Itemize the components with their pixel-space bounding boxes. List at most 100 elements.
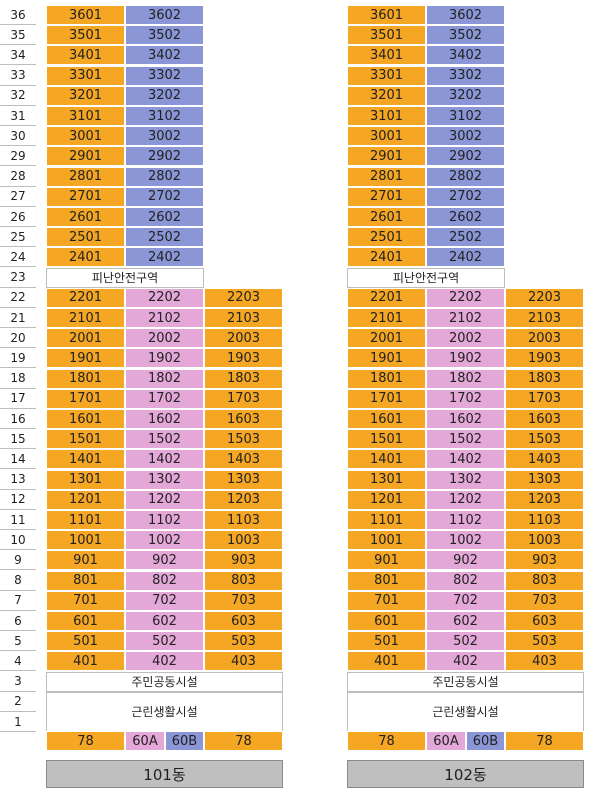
unit-1701[interactable]: 1701 <box>46 388 125 409</box>
unit-702[interactable]: 702 <box>426 590 505 611</box>
unit-2702[interactable]: 2702 <box>426 186 505 207</box>
unit-2501[interactable]: 2501 <box>347 227 426 248</box>
unit-602[interactable]: 602 <box>426 611 505 631</box>
unit-403[interactable]: 403 <box>204 651 283 672</box>
unit-1203[interactable]: 1203 <box>204 489 283 510</box>
unit-3602[interactable]: 3602 <box>125 5 204 25</box>
unit-1901[interactable]: 1901 <box>46 348 125 369</box>
unit-1502[interactable]: 1502 <box>125 429 204 450</box>
unit-1303[interactable]: 1303 <box>204 469 283 490</box>
unit-2601[interactable]: 2601 <box>347 207 426 227</box>
unit-1802[interactable]: 1802 <box>125 368 204 389</box>
unit-1901[interactable]: 1901 <box>347 348 426 369</box>
unit-3302[interactable]: 3302 <box>125 65 204 86</box>
unit-502[interactable]: 502 <box>426 631 505 652</box>
unit-2201[interactable]: 2201 <box>46 287 125 308</box>
unit-1702[interactable]: 1702 <box>125 388 204 409</box>
unit-1001[interactable]: 1001 <box>347 530 426 551</box>
unit-2901[interactable]: 2901 <box>347 146 426 167</box>
unit-2602[interactable]: 2602 <box>426 207 505 227</box>
unit-601[interactable]: 601 <box>46 611 125 631</box>
unit-1303[interactable]: 1303 <box>505 469 584 490</box>
unit-1902[interactable]: 1902 <box>426 348 505 369</box>
unit-3302[interactable]: 3302 <box>426 65 505 86</box>
unit-2001[interactable]: 2001 <box>347 328 426 349</box>
unit-1302[interactable]: 1302 <box>125 469 204 490</box>
unit-801[interactable]: 801 <box>46 570 125 591</box>
unit-2002[interactable]: 2002 <box>125 328 204 349</box>
unit-1803[interactable]: 1803 <box>204 368 283 389</box>
unit-3501[interactable]: 3501 <box>347 25 426 46</box>
unit-2601[interactable]: 2601 <box>46 207 125 227</box>
unit-903[interactable]: 903 <box>505 550 584 571</box>
unit-2101[interactable]: 2101 <box>46 308 125 328</box>
unit-2103[interactable]: 2103 <box>204 308 283 328</box>
unit-2001[interactable]: 2001 <box>46 328 125 349</box>
unit-501[interactable]: 501 <box>46 631 125 652</box>
unit-1301[interactable]: 1301 <box>347 469 426 490</box>
unit-2501[interactable]: 2501 <box>46 227 125 248</box>
unit-502[interactable]: 502 <box>125 631 204 652</box>
unit-1402[interactable]: 1402 <box>125 449 204 470</box>
unit-2002[interactable]: 2002 <box>426 328 505 349</box>
unit-2102[interactable]: 2102 <box>426 308 505 328</box>
unit-1201[interactable]: 1201 <box>347 489 426 510</box>
unit-2401[interactable]: 2401 <box>46 247 125 268</box>
unit-601[interactable]: 601 <box>347 611 426 631</box>
unit-901[interactable]: 901 <box>46 550 125 571</box>
unit-1403[interactable]: 1403 <box>204 449 283 470</box>
unit-1803[interactable]: 1803 <box>505 368 584 389</box>
unit-2602[interactable]: 2602 <box>125 207 204 227</box>
unit-3102[interactable]: 3102 <box>125 106 204 126</box>
unit-803[interactable]: 803 <box>505 570 584 591</box>
unit-1001[interactable]: 1001 <box>46 530 125 551</box>
unit-1302[interactable]: 1302 <box>426 469 505 490</box>
unit-2702[interactable]: 2702 <box>125 186 204 207</box>
unit-1902[interactable]: 1902 <box>125 348 204 369</box>
unit-1102[interactable]: 1102 <box>426 510 505 530</box>
unit-1601[interactable]: 1601 <box>46 409 125 429</box>
unit-1103[interactable]: 1103 <box>505 510 584 530</box>
unit-602[interactable]: 602 <box>125 611 204 631</box>
unit-1501[interactable]: 1501 <box>46 429 125 450</box>
unit-1503[interactable]: 1503 <box>204 429 283 450</box>
unit-3101[interactable]: 3101 <box>347 106 426 126</box>
unit-903[interactable]: 903 <box>204 550 283 571</box>
unit-1101[interactable]: 1101 <box>46 510 125 530</box>
unit-2802[interactable]: 2802 <box>426 166 505 187</box>
unit-2402[interactable]: 2402 <box>125 247 204 268</box>
unit-1603[interactable]: 1603 <box>204 409 283 429</box>
unit-1703[interactable]: 1703 <box>204 388 283 409</box>
unit-2203[interactable]: 2203 <box>505 287 584 308</box>
unit-703[interactable]: 703 <box>204 590 283 611</box>
unit-401[interactable]: 401 <box>347 651 426 672</box>
unit-703[interactable]: 703 <box>505 590 584 611</box>
unit-3401[interactable]: 3401 <box>46 45 125 66</box>
unit-603[interactable]: 603 <box>204 611 283 631</box>
unit-2003[interactable]: 2003 <box>505 328 584 349</box>
unit-701[interactable]: 701 <box>46 590 125 611</box>
unit-802[interactable]: 802 <box>125 570 204 591</box>
unit-803[interactable]: 803 <box>204 570 283 591</box>
unit-1701[interactable]: 1701 <box>347 388 426 409</box>
unit-701[interactable]: 701 <box>347 590 426 611</box>
unit-1301[interactable]: 1301 <box>46 469 125 490</box>
unit-1903[interactable]: 1903 <box>505 348 584 369</box>
unit-2202[interactable]: 2202 <box>125 287 204 308</box>
unit-3101[interactable]: 3101 <box>46 106 125 126</box>
unit-402[interactable]: 402 <box>125 651 204 672</box>
unit-503[interactable]: 503 <box>505 631 584 652</box>
unit-802[interactable]: 802 <box>426 570 505 591</box>
unit-2701[interactable]: 2701 <box>46 186 125 207</box>
unit-3002[interactable]: 3002 <box>426 126 505 147</box>
unit-1202[interactable]: 1202 <box>125 489 204 510</box>
unit-3602[interactable]: 3602 <box>426 5 505 25</box>
unit-501[interactable]: 501 <box>347 631 426 652</box>
unit-1501[interactable]: 1501 <box>347 429 426 450</box>
unit-1602[interactable]: 1602 <box>426 409 505 429</box>
unit-2102[interactable]: 2102 <box>125 308 204 328</box>
unit-1003[interactable]: 1003 <box>505 530 584 551</box>
unit-2101[interactable]: 2101 <box>347 308 426 328</box>
unit-2203[interactable]: 2203 <box>204 287 283 308</box>
unit-901[interactable]: 901 <box>347 550 426 571</box>
